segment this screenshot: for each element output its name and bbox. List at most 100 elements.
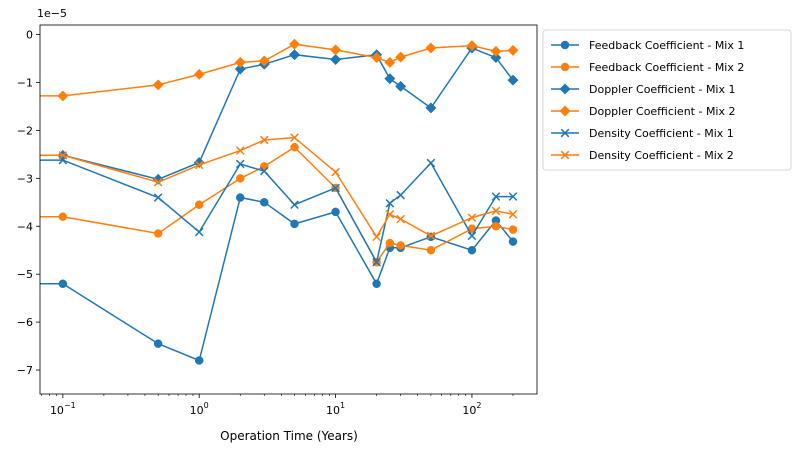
data-point xyxy=(153,339,163,348)
y-tick-label: −4 xyxy=(17,220,33,233)
series-1 xyxy=(40,193,518,365)
data-point xyxy=(153,229,163,238)
data-point xyxy=(490,52,502,64)
data-point xyxy=(331,183,340,193)
axes-frame xyxy=(39,24,538,395)
series-line xyxy=(40,136,514,239)
data-point xyxy=(153,193,163,202)
series-6 xyxy=(40,133,518,242)
data-point xyxy=(290,219,299,229)
data-point xyxy=(466,40,478,52)
y-offset-label: 1e−5 xyxy=(37,7,67,20)
legend-label: Feedback Coefficient - Mix 1 xyxy=(589,39,744,52)
data-point xyxy=(259,166,269,176)
data-point xyxy=(385,209,395,219)
series-5 xyxy=(40,155,518,267)
legend-entry: Doppler Coefficient - Mix 1 xyxy=(551,83,736,96)
data-point xyxy=(395,80,407,92)
data-point xyxy=(491,222,501,231)
legend-label: Doppler Coefficient - Mix 1 xyxy=(589,83,736,96)
data-point xyxy=(384,73,396,85)
y-tick-label: −2 xyxy=(17,124,33,137)
data-point xyxy=(194,200,204,209)
data-point xyxy=(331,167,340,177)
data-point xyxy=(58,279,68,289)
data-point xyxy=(236,193,245,202)
data-point xyxy=(508,237,518,246)
data-point xyxy=(395,51,407,63)
legend-label: Doppler Coefficient - Mix 2 xyxy=(589,105,736,118)
legend-label: Density Coefficient - Mix 2 xyxy=(589,149,734,162)
data-point xyxy=(193,68,205,80)
legend: Feedback Coefficient - Mix 1 Feedback Coe… xyxy=(542,29,792,171)
data-point xyxy=(491,206,501,216)
data-point xyxy=(507,44,519,56)
data-point xyxy=(490,45,502,57)
data-point xyxy=(426,158,436,168)
data-point xyxy=(330,53,342,66)
y-tick-label: −6 xyxy=(17,316,33,329)
data-point xyxy=(236,174,245,183)
y-tick-label: −5 xyxy=(17,268,33,281)
data-point xyxy=(57,90,69,102)
data-point xyxy=(330,44,342,56)
data-point xyxy=(467,231,477,241)
data-point xyxy=(396,214,405,224)
legend-marker xyxy=(560,128,570,138)
series-2 xyxy=(40,142,518,267)
data-point xyxy=(372,232,381,242)
legend-entry: Doppler Coefficient - Mix 2 xyxy=(551,105,736,118)
legend-entry: Density Coefficient - Mix 2 xyxy=(551,149,734,162)
data-point xyxy=(508,209,518,219)
plot-area xyxy=(40,38,519,365)
data-point xyxy=(58,151,68,160)
series-4 xyxy=(40,38,519,102)
legend-marker xyxy=(560,150,570,160)
data-point xyxy=(508,192,518,201)
series-line xyxy=(40,43,514,97)
x-tick-label: 101 xyxy=(326,401,345,417)
data-point xyxy=(259,135,269,145)
legend-entry: Feedback Coefficient - Mix 2 xyxy=(551,61,744,74)
data-point xyxy=(235,146,245,155)
data-point xyxy=(426,245,436,255)
y-tick-label: 0 xyxy=(26,29,33,42)
x-tick-label: 10−1 xyxy=(50,401,76,417)
data-point xyxy=(385,238,395,248)
data-point xyxy=(385,198,395,208)
data-point xyxy=(152,79,164,91)
data-point xyxy=(235,159,245,169)
legend-label: Density Coefficient - Mix 1 xyxy=(589,127,734,140)
data-point xyxy=(290,133,299,142)
axes: 10−1 100 101 102 0 −1 −2 −3 −4 −5 −6 −7 1e−5 xyxy=(17,7,538,417)
series-3 xyxy=(40,42,519,185)
legend-marker xyxy=(559,105,571,117)
data-point xyxy=(290,200,299,210)
legend-marker xyxy=(560,62,570,72)
data-point xyxy=(425,102,437,114)
data-point xyxy=(467,245,477,255)
data-point xyxy=(194,160,204,170)
data-point xyxy=(260,198,269,207)
data-point xyxy=(491,192,501,201)
data-point xyxy=(194,227,204,237)
data-point xyxy=(507,74,519,86)
data-point xyxy=(290,142,299,152)
legend-label: Feedback Coefficient - Mix 2 xyxy=(589,61,744,74)
data-point xyxy=(372,257,381,267)
x-tick-label: 100 xyxy=(190,401,209,417)
data-point xyxy=(372,279,381,289)
data-point xyxy=(508,225,518,234)
data-point xyxy=(425,42,437,54)
data-point xyxy=(467,213,477,222)
legend-entry: Density Coefficient - Mix 1 xyxy=(551,127,734,140)
y-tick-label: −7 xyxy=(17,364,33,377)
series-line xyxy=(40,196,514,362)
x-tick-label: 102 xyxy=(462,401,481,417)
y-tick-label: −1 xyxy=(17,77,33,90)
legend-marker xyxy=(559,83,571,95)
series-line xyxy=(40,146,514,264)
data-point xyxy=(331,207,340,217)
y-tick-label: −3 xyxy=(17,172,33,185)
